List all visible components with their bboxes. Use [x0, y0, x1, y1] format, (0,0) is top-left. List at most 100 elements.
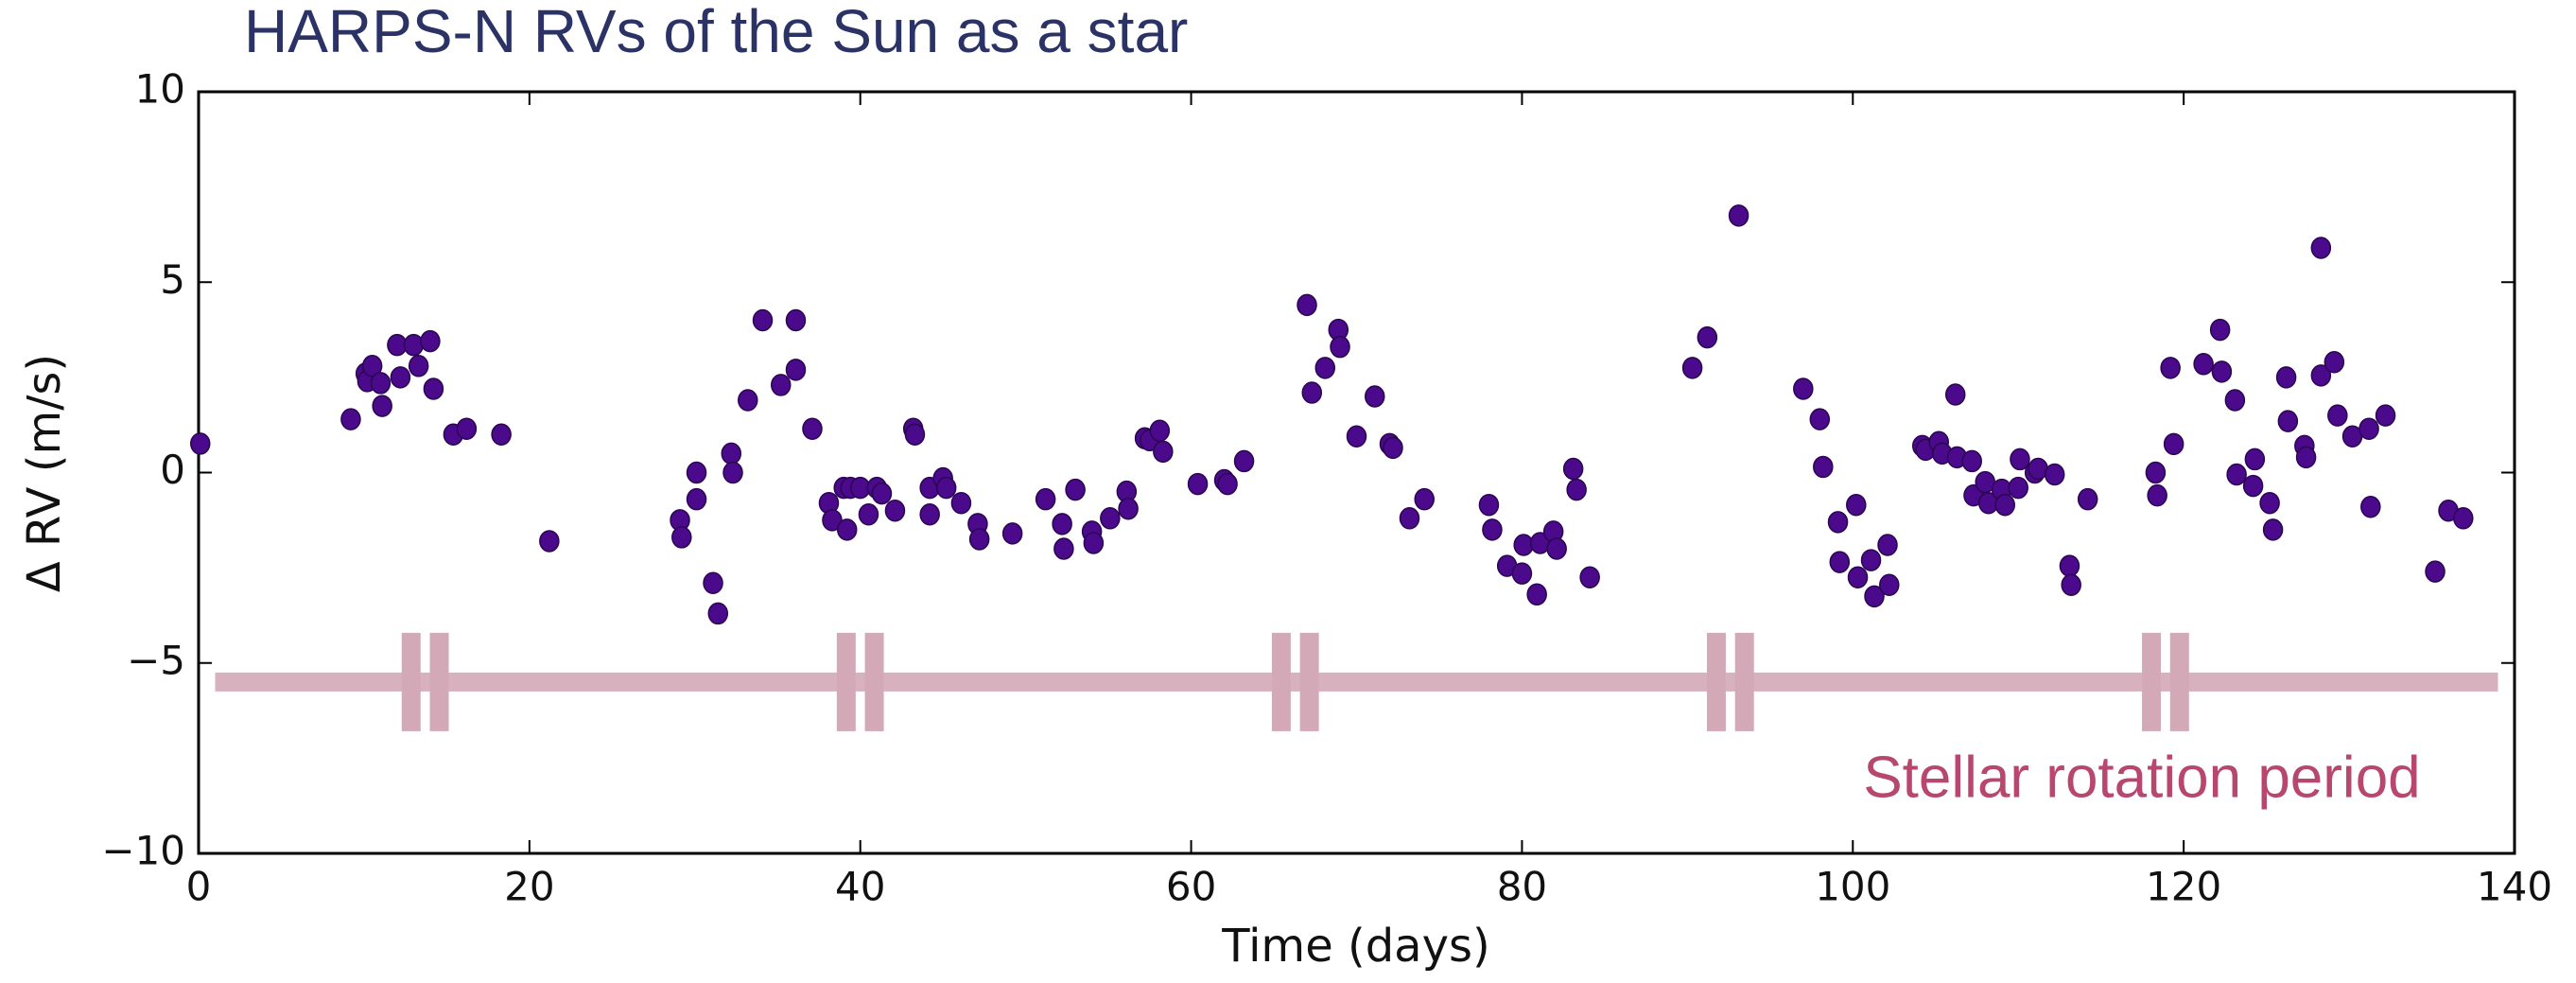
- data-point: [2145, 461, 2167, 484]
- data-point: [1001, 522, 1023, 545]
- data-point: [456, 417, 478, 440]
- data-point: [721, 442, 742, 465]
- rotation-spike: [1271, 632, 1291, 731]
- data-point: [1994, 493, 2015, 517]
- y-axis-label: Δ RV (m/s): [18, 354, 71, 592]
- data-point: [904, 423, 926, 446]
- data-point: [968, 528, 990, 551]
- data-point: [2262, 518, 2284, 541]
- data-point: [1364, 385, 1385, 408]
- data-point: [722, 461, 743, 484]
- data-point: [1526, 583, 1547, 606]
- rotation-spike: [864, 632, 884, 731]
- data-point: [189, 432, 211, 455]
- data-point: [1809, 408, 1831, 430]
- data-point: [2453, 507, 2474, 530]
- data-point: [2324, 351, 2345, 374]
- data-point: [1864, 585, 1885, 608]
- x-tick-label: 140: [2477, 864, 2552, 910]
- data-point: [1233, 449, 1255, 473]
- data-point: [2425, 560, 2445, 583]
- data-point: [1566, 478, 1587, 501]
- data-point: [1383, 436, 1403, 460]
- data-point: [858, 503, 879, 526]
- data-point: [2242, 474, 2264, 498]
- data-point: [2295, 446, 2317, 469]
- data-point: [2059, 554, 2080, 577]
- data-point: [686, 461, 707, 484]
- y-tick-label: 0: [160, 447, 185, 493]
- data-point: [1053, 537, 1074, 560]
- data-point: [372, 395, 392, 417]
- data-point: [1681, 357, 1703, 379]
- data-point: [1697, 325, 1718, 349]
- data-point: [2193, 353, 2214, 376]
- data-point: [950, 491, 972, 515]
- data-point: [1877, 534, 1898, 556]
- data-point: [785, 308, 807, 332]
- data-point: [2010, 448, 2030, 471]
- x-tick-label: 0: [186, 864, 212, 910]
- x-tick-label: 20: [504, 864, 554, 910]
- data-point: [1860, 549, 1882, 571]
- data-point: [403, 333, 425, 357]
- data-point: [1482, 518, 1503, 541]
- data-point: [370, 372, 392, 395]
- data-point: [1793, 377, 1814, 400]
- data-point: [1813, 455, 1834, 479]
- data-point: [2160, 357, 2181, 379]
- data-point: [1065, 478, 1086, 501]
- data-point: [408, 355, 429, 377]
- data-point: [1562, 457, 1584, 481]
- rotation-spike: [1734, 632, 1754, 731]
- data-point: [1511, 562, 1533, 585]
- data-point: [802, 417, 823, 440]
- data-point: [1187, 472, 1209, 496]
- data-point: [2147, 483, 2167, 507]
- data-point: [1879, 573, 1900, 596]
- data-point: [1083, 532, 1105, 554]
- data-point: [539, 530, 560, 553]
- data-point: [2277, 410, 2299, 432]
- rotation-spike: [429, 632, 449, 731]
- data-point: [1829, 551, 1851, 573]
- data-point: [2375, 404, 2396, 427]
- data-point: [1847, 566, 1869, 588]
- data-point: [1301, 381, 1323, 404]
- chart-title: HARPS-N RVs of the Sun as a star: [244, 0, 1188, 65]
- y-tick-label: 10: [135, 66, 185, 113]
- data-point: [1330, 335, 1350, 359]
- data-point: [2163, 432, 2184, 456]
- data-point: [919, 503, 940, 526]
- rotation-spike: [1299, 632, 1319, 731]
- data-point: [1728, 204, 1749, 227]
- data-point: [2061, 573, 2081, 596]
- data-point: [1153, 440, 1174, 464]
- data-point: [1579, 566, 1600, 588]
- data-point: [423, 377, 444, 400]
- data-point: [1100, 507, 1121, 530]
- data-point: [2077, 487, 2098, 511]
- rotation-spike: [1706, 632, 1726, 731]
- data-point: [2259, 491, 2280, 515]
- data-point: [686, 487, 707, 511]
- x-axis-label: Time (days): [1221, 920, 1489, 973]
- data-point: [2224, 389, 2246, 412]
- data-point: [836, 518, 858, 541]
- data-point: [1052, 513, 1072, 535]
- y-tick-label: −10: [101, 828, 185, 874]
- y-tick-label: −5: [127, 637, 185, 683]
- rotation-spike: [2142, 632, 2162, 731]
- data-point: [1846, 493, 1867, 517]
- data-point: [1314, 357, 1336, 379]
- data-point: [2211, 360, 2233, 383]
- data-point: [1217, 472, 1238, 496]
- data-point: [2008, 476, 2028, 500]
- annotation: Stellar rotation period: [1863, 745, 2420, 810]
- data-point: [1297, 293, 1317, 317]
- data-point: [1346, 425, 1367, 448]
- data-point: [707, 602, 729, 625]
- data-point: [2358, 417, 2379, 440]
